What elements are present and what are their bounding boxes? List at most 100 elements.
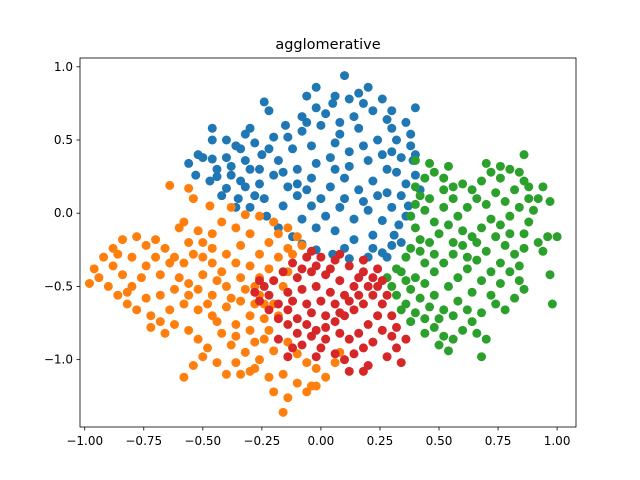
scatter-point: [429, 249, 439, 259]
scatter-point: [434, 340, 444, 350]
scatter-point: [188, 194, 198, 204]
scatter-point: [184, 238, 194, 247]
scatter-point: [262, 211, 272, 221]
scatter-point: [217, 191, 227, 201]
scatter-point: [377, 216, 387, 226]
scatter-point: [415, 191, 425, 201]
scatter-point: [207, 135, 217, 145]
scatter-point: [477, 223, 487, 233]
scatter-point: [382, 252, 392, 262]
scatter-point: [467, 185, 477, 195]
scatter-point: [316, 194, 326, 204]
scatter-point: [292, 328, 302, 338]
scatter-point: [226, 170, 236, 180]
scatter-point: [514, 202, 524, 212]
scatter-point: [174, 223, 184, 233]
scatter-point: [169, 284, 179, 294]
scatter-point: [354, 273, 364, 283]
scatter-point: [236, 273, 246, 283]
scatter-point: [448, 311, 458, 321]
scatter-point: [278, 369, 288, 379]
scatter-point: [207, 154, 217, 164]
scatter-point: [410, 199, 420, 209]
scatter-point: [373, 264, 383, 274]
scatter-point: [434, 229, 444, 239]
scatter-point: [264, 106, 274, 116]
scatter-point: [335, 129, 345, 139]
y-tick-label: −1.0: [44, 353, 73, 367]
scatter-point: [141, 240, 151, 250]
scatter-point: [188, 361, 198, 370]
scatter-point: [259, 194, 269, 204]
scatter-point: [236, 176, 246, 186]
x-axis: −1.00 −0.75 −0.50 −0.25 0.00 0.25 0.50 0.75 1.00: [66, 427, 570, 448]
scatter-point: [283, 352, 293, 362]
scatter-point: [255, 211, 264, 221]
scatter-point: [373, 191, 383, 201]
scatter-point: [217, 217, 227, 227]
scatter-point: [396, 191, 406, 201]
scatter-point: [255, 276, 264, 286]
scatter-point: [283, 320, 293, 329]
scatter-point: [382, 290, 392, 300]
scatter-point: [306, 308, 316, 318]
scatter-point: [495, 279, 505, 288]
scatter-point: [392, 343, 401, 353]
scatter-point: [259, 97, 269, 107]
scatter-point: [410, 223, 420, 233]
scatter-point: [330, 299, 340, 309]
scatter-point: [292, 314, 302, 324]
scatter-point: [269, 217, 279, 227]
scatter-point: [236, 369, 246, 379]
scatter-point: [377, 276, 387, 286]
y-tick-label: 0.5: [54, 133, 73, 147]
scatter-point: [127, 252, 137, 262]
scatter-point: [103, 281, 113, 291]
scatter-point: [269, 276, 279, 286]
scatter-point: [425, 238, 435, 247]
scatter-point: [389, 230, 399, 240]
scatter-point: [179, 299, 189, 309]
scatter-point: [118, 270, 128, 280]
scatter-point: [316, 343, 326, 353]
scatter-point: [505, 267, 515, 277]
scatter-point: [316, 120, 326, 130]
scatter-point: [325, 153, 335, 163]
scatter-point: [269, 170, 279, 180]
scatter-point: [231, 258, 241, 268]
scatter-point: [491, 299, 501, 309]
scatter-point: [462, 305, 472, 315]
scatter-point: [193, 226, 203, 236]
scatter-point: [519, 150, 529, 160]
scatter-point: [193, 284, 203, 294]
scatter-point: [420, 205, 430, 215]
scatter-point: [203, 343, 213, 353]
scatter-point: [448, 238, 458, 247]
scatter-point: [519, 284, 529, 294]
scatter-point: [184, 158, 194, 168]
scatter-point: [458, 325, 468, 335]
scatter-point: [174, 273, 184, 283]
scatter-point: [321, 211, 331, 221]
scatter-point: [349, 112, 359, 122]
scatter-point: [406, 141, 416, 151]
scatter-point: [165, 180, 175, 190]
scatter-point: [217, 328, 227, 338]
scatter-point: [453, 273, 463, 283]
scatter-point: [212, 164, 222, 174]
scatter-point: [306, 201, 316, 211]
scatter-point: [467, 287, 477, 297]
scatter-point: [363, 156, 373, 165]
scatter-point: [410, 182, 420, 192]
scatter-point: [283, 393, 293, 403]
scatter-point: [528, 205, 538, 215]
scatter-point: [401, 334, 411, 344]
scatter-point: [113, 290, 123, 300]
scatter-point: [349, 235, 359, 245]
scatter-point: [191, 170, 201, 180]
scatter-point: [458, 240, 468, 250]
scatter-point: [155, 317, 165, 327]
scatter-point: [429, 267, 439, 277]
scatter-point: [330, 138, 340, 148]
scatter-point: [533, 194, 543, 204]
